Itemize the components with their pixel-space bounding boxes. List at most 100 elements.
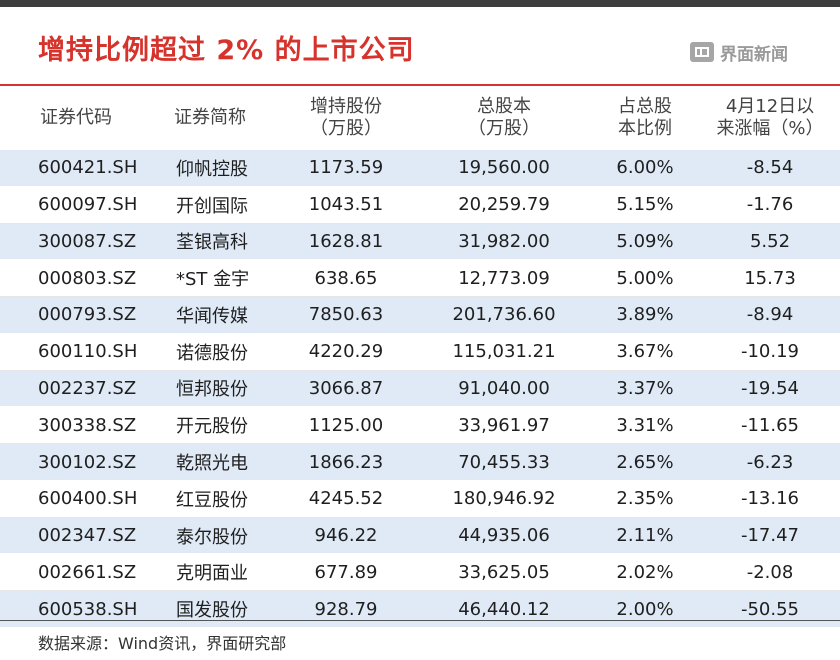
table-row: 002237.SZ 恒邦股份 3066.87 91,040.00 3.37% -19.54: [0, 370, 840, 408]
cell-code: 600097.SH: [0, 186, 164, 224]
title-rule: [0, 84, 840, 86]
cell-code: 300102.SZ: [0, 443, 164, 481]
cell-change: -6.23: [700, 443, 840, 481]
cell-added-shares: 1866.23: [274, 443, 418, 481]
cell-total-shares: 180,946.92: [418, 480, 590, 518]
cell-total-shares: 20,259.79: [418, 186, 590, 224]
cell-ratio: 5.00%: [590, 259, 700, 298]
table-header-row: 证券代码 证券简称 增持股份 （万股） 总股本 （万股） 占总股 本比例 4月1…: [0, 86, 840, 150]
cell-added-shares: 4245.52: [274, 480, 418, 518]
cell-ratio: 2.65%: [590, 443, 700, 481]
cell-change: -8.54: [700, 150, 840, 187]
cell-code: 002237.SZ: [0, 370, 164, 408]
header-name-line1: 证券简称: [174, 107, 246, 128]
cell-code: 600421.SH: [0, 150, 164, 187]
cell-change: -10.19: [700, 333, 840, 371]
cell-total-shares: 12,773.09: [418, 259, 590, 298]
cell-name: 乾照光电: [164, 443, 274, 481]
cell-change: -8.94: [700, 296, 840, 334]
cell-change: -2.08: [700, 553, 840, 592]
cell-name: 开创国际: [164, 186, 274, 224]
cell-code: 002347.SZ: [0, 517, 164, 555]
table-row: 000803.SZ *ST 金宇 638.65 12,773.09 5.00% 15.73: [0, 259, 840, 298]
cell-code: 600400.SH: [0, 480, 164, 518]
cell-added-shares: 946.22: [274, 517, 418, 555]
header-ratio-line1: 占总股: [618, 96, 672, 117]
cell-total-shares: 33,625.05: [418, 553, 590, 592]
table-row: 600400.SH 红豆股份 4245.52 180,946.92 2.35% -13.1…: [0, 480, 840, 518]
cell-name: 开元股份: [164, 406, 274, 445]
cell-name: 克明面业: [164, 553, 274, 592]
header-total: 总股本 （万股）: [418, 86, 590, 150]
cell-change: -17.47: [700, 517, 840, 555]
table-row: 600110.SH 诺德股份 4220.29 115,031.21 3.67% -10.1…: [0, 333, 840, 371]
cell-added-shares: 1173.59: [274, 150, 418, 187]
cell-code: 300087.SZ: [0, 223, 164, 261]
cell-ratio: 5.15%: [590, 186, 700, 224]
table-body: 600421.SH 仰帆控股 1173.59 19,560.00 6.00% -8.54 6…: [0, 150, 840, 628]
cell-added-shares: 1125.00: [274, 406, 418, 445]
cell-total-shares: 31,982.00: [418, 223, 590, 261]
cell-name: 仰帆控股: [164, 150, 274, 187]
cell-name: 泰尔股份: [164, 517, 274, 555]
cell-total-shares: 70,455.33: [418, 443, 590, 481]
cell-ratio: 2.11%: [590, 517, 700, 555]
page-title: 增持比例超过 2% 的上市公司: [38, 35, 415, 66]
cell-ratio: 3.89%: [590, 296, 700, 334]
cell-added-shares: 928.79: [274, 590, 418, 628]
header-change-line2: 来涨幅（%）: [716, 118, 824, 139]
cell-code: 300338.SZ: [0, 406, 164, 445]
header-code-line1: 证券代码: [40, 107, 112, 128]
cell-added-shares: 3066.87: [274, 370, 418, 408]
cell-code: 600538.SH: [0, 590, 164, 628]
brand-name: 界面新闻: [720, 44, 788, 65]
source-note: 数据来源：Wind资讯，界面研究部: [38, 634, 287, 653]
table-row: 000793.SZ 华闻传媒 7850.63 201,736.60 3.89% -8.94: [0, 296, 840, 334]
table-row: 002347.SZ 泰尔股份 946.22 44,935.06 2.11% -17.47: [0, 517, 840, 555]
cell-code: 600110.SH: [0, 333, 164, 371]
header-ratio: 占总股 本比例: [590, 86, 700, 150]
table-row: 300338.SZ 开元股份 1125.00 33,961.97 3.31% -11.65: [0, 406, 840, 445]
header-added-line2: （万股）: [310, 118, 382, 139]
cell-ratio: 3.37%: [590, 370, 700, 408]
top-bar: [0, 0, 840, 7]
cell-name: 荃银高科: [164, 223, 274, 261]
header-total-line1: 总股本: [477, 96, 531, 117]
cell-added-shares: 638.65: [274, 259, 418, 298]
cell-added-shares: 4220.29: [274, 333, 418, 371]
bottom-rule: [0, 620, 840, 621]
header-name: 证券简称: [164, 86, 274, 150]
header-total-line2: （万股）: [468, 118, 540, 139]
header-ratio-line2: 本比例: [618, 118, 672, 139]
cell-total-shares: 19,560.00: [418, 150, 590, 187]
cell-added-shares: 1043.51: [274, 186, 418, 224]
table-row: 600421.SH 仰帆控股 1173.59 19,560.00 6.00% -8.54: [0, 150, 840, 187]
cell-change: -50.55: [700, 590, 840, 628]
cell-name: 恒邦股份: [164, 370, 274, 408]
table-row: 300087.SZ 荃银高科 1628.81 31,982.00 5.09% 5.52: [0, 223, 840, 261]
cell-change: -19.54: [700, 370, 840, 408]
header-change: 4月12日以 来涨幅（%）: [700, 86, 840, 150]
table-row: 300102.SZ 乾照光电 1866.23 70,455.33 2.65% -6.23: [0, 443, 840, 481]
cell-code: 000793.SZ: [0, 296, 164, 334]
cell-ratio: 2.35%: [590, 480, 700, 518]
cell-change: -1.76: [700, 186, 840, 224]
cell-change: -11.65: [700, 406, 840, 445]
cell-name: 华闻传媒: [164, 296, 274, 334]
cell-ratio: 2.00%: [590, 590, 700, 628]
cell-change: 5.52: [700, 223, 840, 261]
cell-ratio: 3.67%: [590, 333, 700, 371]
header-change-line1: 4月12日以: [725, 96, 815, 117]
table-row: 600538.SH 国发股份 928.79 46,440.12 2.00% -50.55: [0, 590, 840, 628]
cell-total-shares: 33,961.97: [418, 406, 590, 445]
cell-name: 红豆股份: [164, 480, 274, 518]
cell-total-shares: 115,031.21: [418, 333, 590, 371]
cell-name: 国发股份: [164, 590, 274, 628]
cell-ratio: 6.00%: [590, 150, 700, 187]
header-added-line1: 增持股份: [310, 96, 382, 117]
cell-total-shares: 44,935.06: [418, 517, 590, 555]
cell-name: *ST 金宇: [164, 259, 274, 298]
holdings-table: 证券代码 证券简称 增持股份 （万股） 总股本 （万股） 占总股 本比例 4月1…: [0, 86, 840, 628]
cell-total-shares: 201,736.60: [418, 296, 590, 334]
cell-ratio: 3.31%: [590, 406, 700, 445]
